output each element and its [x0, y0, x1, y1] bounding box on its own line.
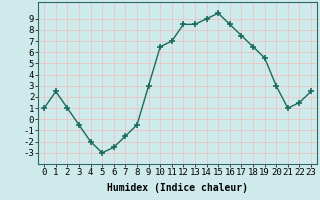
X-axis label: Humidex (Indice chaleur): Humidex (Indice chaleur) [107, 183, 248, 193]
